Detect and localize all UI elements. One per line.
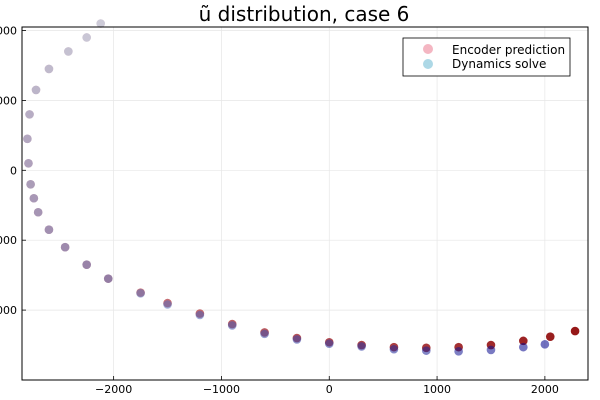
data-point <box>24 159 33 168</box>
data-point <box>389 344 399 354</box>
data-point <box>23 134 32 144</box>
legend: Encoder prediction Dynamics solve <box>402 37 571 77</box>
data-point <box>324 339 334 348</box>
data-point <box>454 347 463 356</box>
data-point <box>227 321 237 330</box>
x-tick-label: 0 <box>326 383 333 396</box>
y-tick-label: 000 <box>0 234 17 247</box>
data-point <box>545 332 555 341</box>
data-point <box>195 310 205 320</box>
data-point <box>519 342 528 352</box>
data-point <box>60 242 70 252</box>
data-point <box>519 336 528 346</box>
data-point <box>486 345 496 355</box>
data-point <box>82 260 91 269</box>
data-point <box>44 64 54 74</box>
data-point <box>44 225 54 235</box>
data-point <box>103 274 113 283</box>
data-point <box>260 329 269 339</box>
legend-marker-dynamics <box>423 59 433 69</box>
y-tick-label: 0 <box>10 164 17 177</box>
x-tick-label: −2000 <box>95 383 132 396</box>
data-point <box>421 346 431 355</box>
data-point <box>29 193 39 203</box>
data-point <box>33 207 43 217</box>
y-tick-label: 000 <box>0 24 17 37</box>
grid <box>22 27 588 380</box>
legend-marker-encoder <box>423 44 433 54</box>
data-point <box>31 85 41 95</box>
legend-box <box>402 37 571 77</box>
y-tick-label: 000 <box>0 94 17 107</box>
data-point <box>136 289 145 298</box>
plot-frame <box>21 26 589 381</box>
data-point <box>64 47 73 56</box>
axis-ticks: −2000−10000100020000000000000000 <box>0 24 559 396</box>
legend-label-dynamics: Dynamics solve <box>452 57 546 71</box>
data-point <box>26 179 35 189</box>
data-point <box>540 340 550 349</box>
data-point <box>357 342 366 351</box>
x-tick-label: 1000 <box>423 383 451 396</box>
series-dynamics-solve <box>23 19 550 356</box>
y-tick-label: 000 <box>0 304 17 317</box>
data-point <box>292 335 302 344</box>
data-point <box>82 33 91 42</box>
data-point <box>96 19 106 28</box>
data-point <box>25 110 34 119</box>
x-tick-label: −1000 <box>203 383 240 396</box>
x-tick-label: 2000 <box>531 383 559 396</box>
chart-title: ũ distribution, case 6 <box>199 2 410 26</box>
legend-label-encoder: Encoder prediction <box>452 43 565 57</box>
data-point <box>163 300 172 309</box>
data-point <box>570 326 580 336</box>
series-layer <box>23 19 580 356</box>
